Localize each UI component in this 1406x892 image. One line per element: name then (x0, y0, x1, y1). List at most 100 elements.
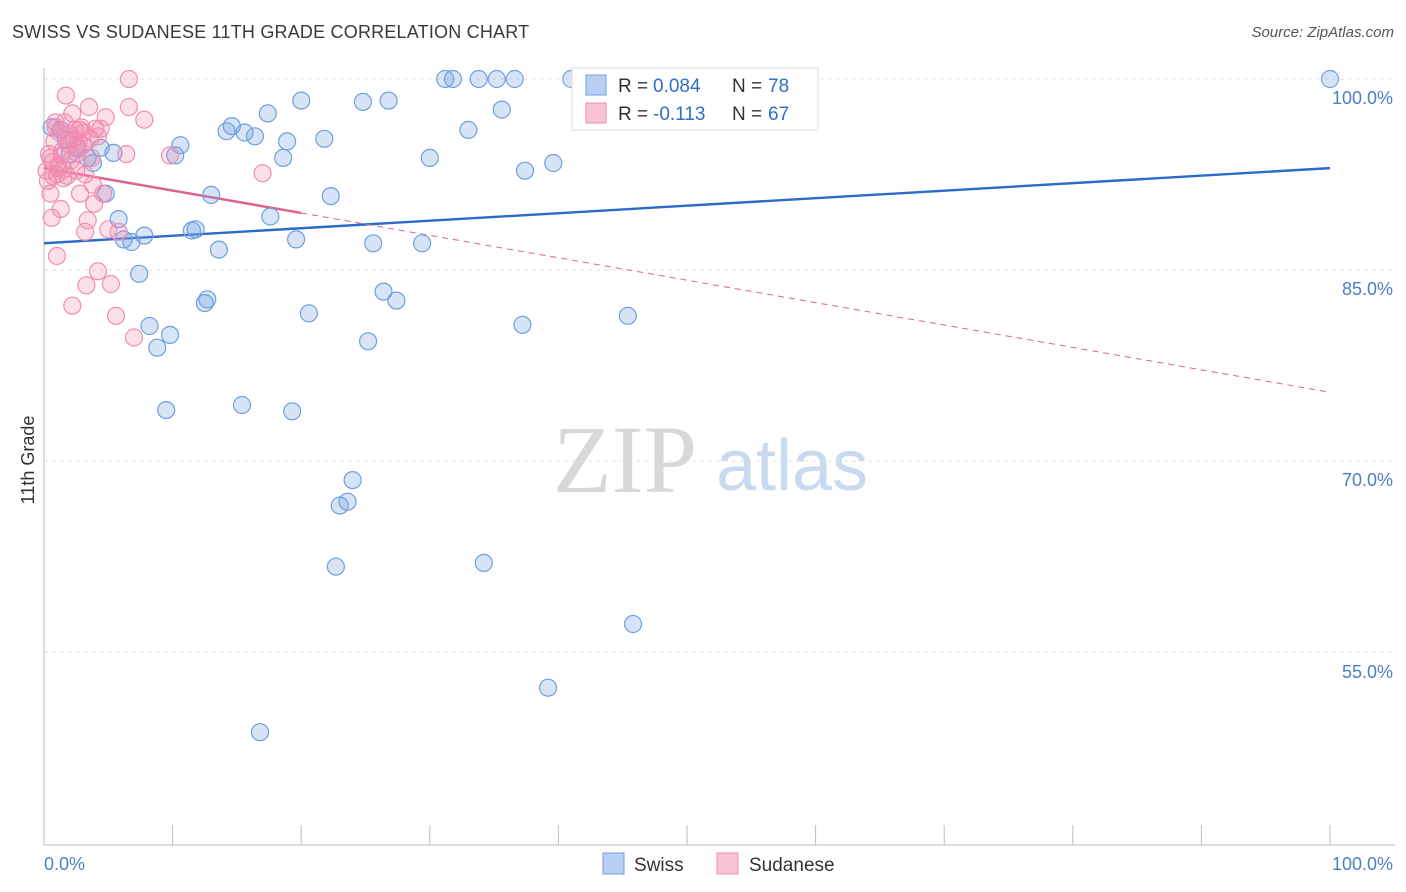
point-sudanese-26 (70, 184, 90, 203)
point-swiss-42 (321, 187, 340, 206)
legend-swiss-r-label: R = (618, 76, 648, 97)
point-sudanese-61 (48, 156, 68, 175)
point-swiss-26 (209, 240, 228, 259)
point-swiss-25 (202, 185, 221, 204)
point-sudanese-23 (67, 161, 86, 180)
point-sudanese-41 (94, 184, 113, 203)
point-swiss-57 (459, 120, 478, 139)
point-swiss-29 (232, 395, 252, 415)
point-sudanese-54 (119, 69, 138, 89)
point-swiss-27 (217, 122, 236, 141)
point-swiss-72 (623, 614, 643, 634)
point-swiss-48 (359, 332, 378, 351)
point-sudanese-53 (63, 296, 82, 315)
point-swiss-41 (315, 129, 334, 148)
legend-sudanese-r-label: R = (618, 104, 648, 125)
trend-line-swiss (43, 166, 1331, 245)
point-sudanese-37 (85, 194, 104, 213)
bottom-legend-swatch-sudanese (716, 852, 739, 875)
point-swiss-63 (513, 315, 532, 334)
legend-swatch-sudanese (585, 102, 607, 124)
point-sudanese-50 (160, 146, 180, 165)
point-swiss-9 (104, 143, 123, 162)
point-sudanese-46 (109, 222, 128, 241)
bottom-legend-swatch-swiss (602, 852, 625, 875)
point-sudanese-55 (119, 97, 138, 117)
trend-lines (43, 166, 1331, 393)
point-swiss-17 (157, 401, 176, 420)
point-sudanese-11 (51, 199, 70, 218)
point-swiss-71 (618, 306, 637, 325)
point-sudanese-66 (41, 148, 60, 167)
bottom-legend-label-swiss: Swiss (634, 855, 684, 876)
point-swiss-53 (413, 234, 432, 253)
point-swiss-46 (326, 557, 345, 576)
point-swiss-56 (443, 69, 462, 89)
point-swiss-54 (420, 148, 439, 167)
point-swiss-37 (283, 402, 302, 421)
point-swiss-61 (492, 100, 511, 119)
point-swiss-64 (515, 161, 535, 180)
point-swiss-22 (186, 220, 205, 239)
point-swiss-33 (258, 104, 277, 123)
point-swiss-18 (160, 325, 180, 344)
point-swiss-32 (250, 723, 270, 742)
axes (43, 68, 1395, 846)
point-swiss-40 (299, 304, 318, 323)
y-tick-label-100: 100.0% (1332, 88, 1393, 108)
point-swiss-66 (544, 153, 563, 173)
point-swiss-36 (278, 132, 297, 151)
legend-sudanese-n-value: 67 (768, 104, 789, 125)
legend-sudanese-r-value: -0.113 (653, 104, 705, 125)
point-swiss-35 (274, 148, 293, 167)
series-legend: Swiss Sudanese (602, 852, 835, 876)
point-swiss-15 (140, 316, 159, 336)
point-swiss-50 (374, 282, 393, 301)
y-tick-label-85: 85.0% (1342, 279, 1393, 299)
point-swiss-45 (343, 471, 362, 490)
point-swiss-59 (474, 553, 493, 573)
point-sudanese-64 (88, 127, 108, 146)
legend-sudanese-n-label: N = (732, 104, 762, 125)
point-swiss-13 (130, 264, 149, 283)
point-sudanese-44 (101, 274, 121, 294)
point-swiss-65 (538, 678, 558, 697)
y-axis-label: 11th Grade (18, 416, 38, 505)
trend-line-sudanese (43, 166, 302, 215)
gridlines (44, 78, 1395, 653)
point-sudanese-60 (43, 166, 63, 185)
source-note: Source: ZipAtlas.com (1251, 24, 1394, 41)
point-swiss-30 (235, 123, 254, 142)
point-sudanese-30 (76, 222, 95, 241)
watermark-zip: ZIP (553, 406, 697, 513)
point-sudanese-51 (253, 164, 272, 183)
point-swiss-47 (353, 92, 372, 112)
point-swiss-49 (364, 234, 383, 253)
y-tick-label-70: 70.0% (1342, 470, 1393, 490)
point-sudanese-63 (70, 120, 90, 139)
bottom-legend-label-sudanese: Sudanese (749, 855, 835, 876)
point-sudanese-48 (124, 328, 144, 347)
point-swiss-55 (436, 69, 455, 89)
point-sudanese-58 (68, 143, 87, 162)
point-swiss-39 (292, 91, 311, 110)
point-sudanese-15 (56, 86, 76, 105)
y-tick-label-55: 55.0% (1342, 662, 1393, 682)
point-swiss-44 (338, 492, 357, 511)
point-swiss-31 (245, 127, 264, 146)
point-swiss-14 (135, 226, 154, 245)
point-sudanese-35 (82, 148, 101, 167)
point-sudanese-59 (76, 165, 95, 184)
trend-line-extension-sudanese (301, 212, 1331, 393)
point-sudanese-3 (41, 184, 60, 203)
point-swiss-34 (261, 207, 280, 226)
point-swiss-60 (487, 69, 506, 89)
chart-title: SWISS VS SUDANESE 11TH GRADE CORRELATION… (12, 22, 530, 42)
point-swiss-52 (387, 291, 406, 310)
point-swiss-76 (1320, 69, 1340, 89)
legend-swiss-n-value: 78 (768, 76, 789, 97)
point-swiss-19 (166, 146, 185, 165)
point-sudanese-31 (77, 276, 96, 295)
point-swiss-58 (469, 69, 488, 89)
